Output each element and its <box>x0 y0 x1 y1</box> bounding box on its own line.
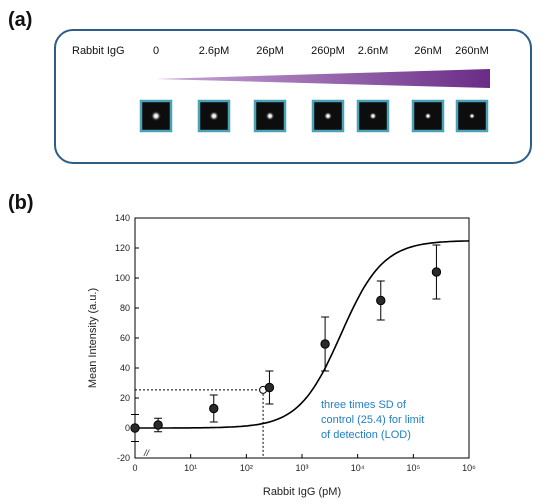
fit-curve <box>135 240 470 429</box>
lod-annotation-line: of detection (LOD) <box>321 429 411 441</box>
y-tick-label: 100 <box>115 273 130 283</box>
x-tick-label: 10⁴ <box>351 463 365 473</box>
data-point <box>376 280 386 321</box>
lod-annotation-line: control (25.4) for limit <box>321 414 424 426</box>
point-marker <box>376 295 386 306</box>
y-tick-label: 140 <box>115 213 130 223</box>
concentration-gradient-wedge <box>155 69 490 88</box>
x-tick-label: 10¹ <box>184 463 197 473</box>
spot-glow <box>150 110 162 122</box>
x-axis-title: Rabbit IgG (pM) <box>263 486 341 498</box>
concentration-label: 0 <box>153 45 159 57</box>
panel-a-label: (a) <box>8 9 33 31</box>
y-tick-label: -20 <box>117 453 130 463</box>
point-marker <box>320 339 330 349</box>
y-tick-label: 120 <box>115 243 130 253</box>
point-marker <box>130 423 140 433</box>
spot-glow <box>323 111 333 121</box>
spot-array <box>139 99 489 133</box>
lod-annotation: three times SD of control (25.4) for limi… <box>321 399 424 441</box>
spot-glow <box>468 112 476 120</box>
data-point <box>209 394 219 423</box>
spot-glow <box>265 111 275 121</box>
panel-b-label: (b) <box>8 192 34 214</box>
spot-glow <box>369 112 377 120</box>
y-tick-label: 80 <box>120 303 130 313</box>
concentration-label: 2.6pM <box>199 45 230 57</box>
x-tick-label: 10⁵ <box>406 463 420 473</box>
data-point <box>431 244 442 300</box>
x-tick-label: 10⁶ <box>462 463 476 473</box>
y-tick-label: 60 <box>120 333 130 343</box>
y-axis-ticks: -20 0 20 40 60 80 100 120 140 <box>115 213 139 463</box>
x-tick-label: 0 <box>132 463 137 473</box>
concentration-labels: 0 2.6pM 26pM 260pM 2.6nM 26nM 260nM <box>153 45 489 57</box>
spot-2 <box>253 99 287 133</box>
lod-annotation-line: three times SD of <box>321 399 407 411</box>
spot-5 <box>411 99 445 133</box>
spot-3 <box>311 99 345 133</box>
spot-glow <box>209 111 219 121</box>
spot-0 <box>139 99 173 133</box>
data-point <box>320 316 330 372</box>
x-tick-label: 10³ <box>295 463 308 473</box>
spot-glow <box>424 112 432 120</box>
spot-1 <box>197 99 231 133</box>
spot-6 <box>455 99 489 133</box>
data-point <box>153 417 163 433</box>
y-tick-label: 40 <box>120 363 130 373</box>
y-axis-title: Mean Intensity (a.u.) <box>87 288 99 388</box>
point-marker <box>153 420 163 430</box>
point-marker <box>209 403 219 414</box>
row-label-rabbit-igg: Rabbit IgG <box>72 45 125 57</box>
data-point <box>130 414 140 442</box>
x-axis-ticks: 0 10¹ 10² 10³ 10⁴ 10⁵ 10⁶ <box>132 454 476 473</box>
point-marker <box>431 267 442 277</box>
y-tick-label: 20 <box>120 393 130 403</box>
concentration-label: 2.6nM <box>358 45 389 57</box>
x-tick-label: 10² <box>240 463 253 473</box>
data-points <box>130 244 442 442</box>
axis-break-mark: // <box>143 448 151 458</box>
y-tick-label: 0 <box>125 423 130 433</box>
point-marker <box>264 382 275 393</box>
concentration-label: 260nM <box>455 45 489 57</box>
concentration-label: 26nM <box>414 45 442 57</box>
concentration-label: 260pM <box>311 45 345 57</box>
concentration-label: 26pM <box>256 45 284 57</box>
data-point <box>264 370 275 405</box>
spot-4 <box>356 99 390 133</box>
